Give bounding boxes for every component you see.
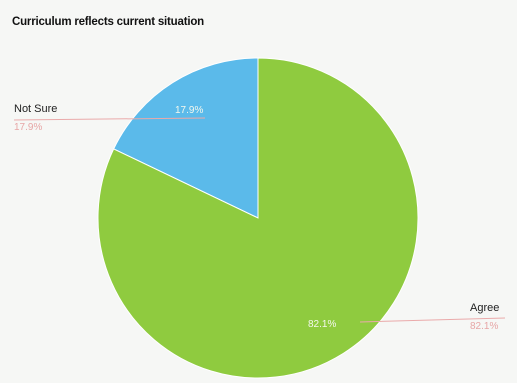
slice-percent-inner-agree: 82.1% xyxy=(308,319,336,330)
chart-title: Curriculum reflects current situation xyxy=(12,16,204,28)
pie-slice-agree xyxy=(97,57,419,379)
pie-slices xyxy=(97,57,419,379)
leader-line-agree xyxy=(359,317,506,323)
pie-slice-not-sure xyxy=(112,57,259,219)
leader-line-not-sure xyxy=(13,117,206,121)
slice-percent-outer-not-sure: 17.9% xyxy=(14,122,42,133)
slice-percent-outer-agree: 82.1% xyxy=(470,321,498,332)
slice-label-agree: Agree xyxy=(470,302,499,314)
slice-label-not-sure: Not Sure xyxy=(14,103,57,115)
slice-percent-inner-not-sure: 17.9% xyxy=(175,105,203,116)
leader-lines xyxy=(13,117,506,323)
